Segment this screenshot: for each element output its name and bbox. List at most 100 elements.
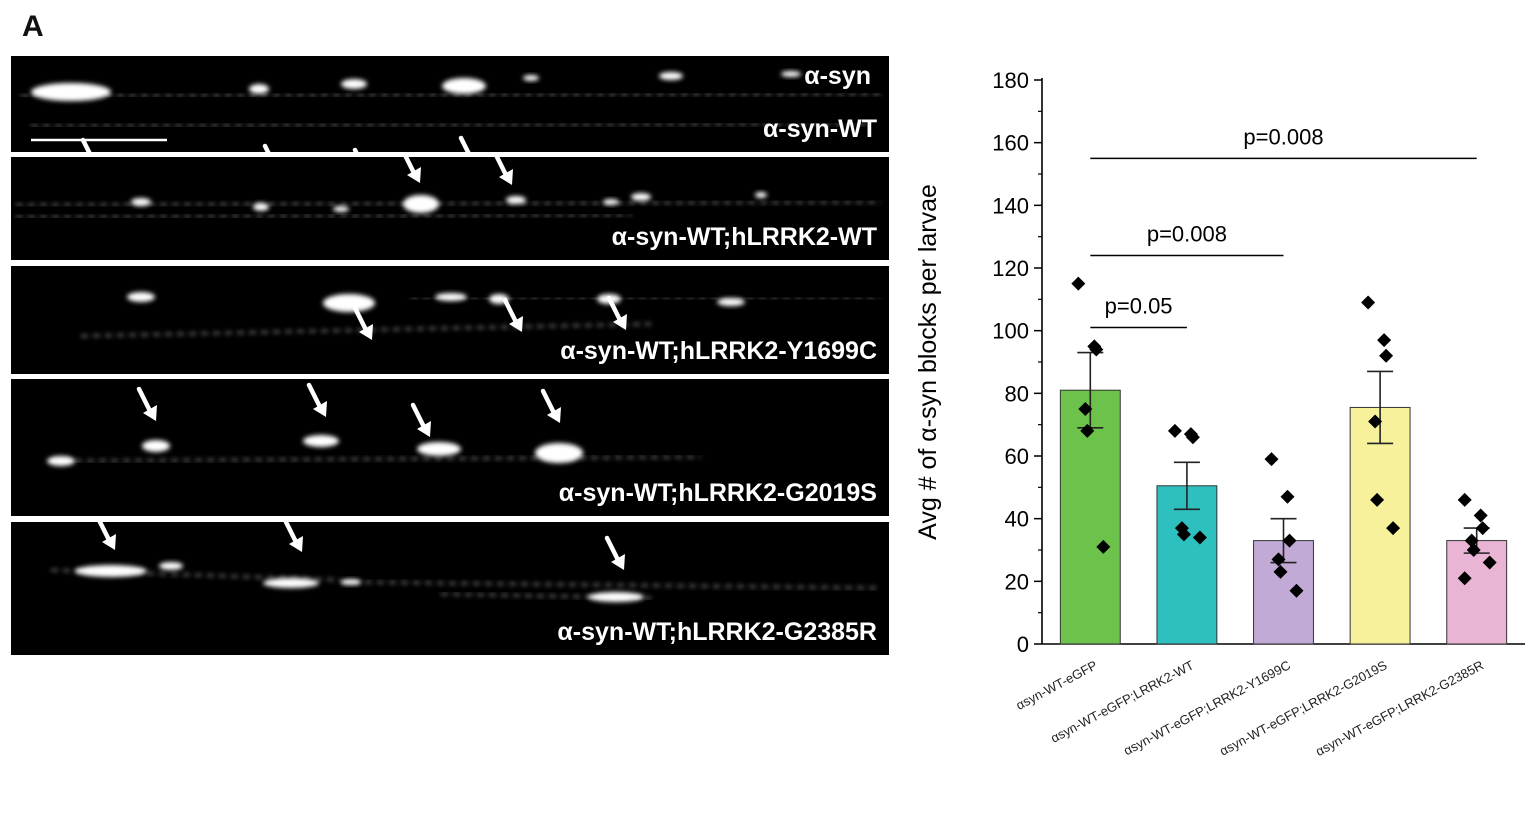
arrow-icon xyxy=(283,522,303,552)
data-point xyxy=(1078,402,1093,416)
data-point xyxy=(1473,508,1488,523)
arrow-icon xyxy=(352,305,373,340)
arrow-icon xyxy=(136,386,157,421)
micrograph-hlrrk2-wt: α-syn-WT;hLRRK2-WT xyxy=(11,157,889,260)
micrograph-image xyxy=(15,157,882,219)
arrow-icon xyxy=(502,297,523,332)
arrow-icon xyxy=(403,157,421,183)
data-point xyxy=(1457,492,1472,507)
data-point xyxy=(1167,423,1182,438)
axon-signal xyxy=(340,580,882,590)
significance-label: p=0.05 xyxy=(1105,294,1173,319)
arrow-icon xyxy=(604,535,625,570)
alpha-syn-block xyxy=(435,293,467,301)
data-point xyxy=(1282,533,1297,548)
data-point xyxy=(1386,521,1401,536)
micrograph-label: α-syn-WT;hLRRK2-Y1699C xyxy=(560,337,877,365)
alpha-syn-block xyxy=(341,579,361,585)
micrograph-hlrrk2-g2385r: α-syn-WT;hLRRK2-G2385R xyxy=(11,522,889,655)
bar xyxy=(1349,406,1411,645)
data-point xyxy=(1192,530,1207,545)
panel-letter: A xyxy=(22,10,44,43)
arrow-icon xyxy=(494,157,513,185)
axon-signal xyxy=(15,200,882,207)
data-point xyxy=(1482,555,1497,570)
bar xyxy=(1156,485,1218,645)
y-tick-label: 0 xyxy=(1017,632,1029,657)
x-tick-label: αsyn-WT-eGFP;LRRK2-Y1699C xyxy=(1121,657,1293,758)
x-tick-label: αsyn-WT-eGFP;LRRK2-G2385R xyxy=(1313,657,1486,759)
data-point xyxy=(1379,348,1394,363)
data-point xyxy=(1264,452,1279,467)
alpha-syn-block xyxy=(127,292,155,302)
alpha-syn-block xyxy=(781,71,801,77)
alpha-syn-block xyxy=(506,196,526,204)
alpha-syn-block xyxy=(403,195,439,213)
alpha-syn-block xyxy=(631,193,651,201)
arrow-icon xyxy=(540,388,561,423)
data-point xyxy=(1176,527,1191,542)
alpha-syn-block xyxy=(131,198,151,206)
data-point xyxy=(1368,414,1383,429)
alpha-syn-block xyxy=(717,298,745,306)
data-point xyxy=(1271,552,1286,567)
alpha-syn-block xyxy=(142,440,170,452)
alpha-syn-block xyxy=(341,79,367,89)
arrow-icon xyxy=(458,135,471,152)
y-tick-label: 60 xyxy=(1005,444,1029,469)
alpha-syn-block xyxy=(755,192,767,198)
data-point xyxy=(1464,533,1479,548)
micrograph-hlrrk2-y1699c: α-syn-WT;hLRRK2-Y1699C xyxy=(11,266,889,374)
alpha-syn-block xyxy=(323,294,375,312)
arrow-icon xyxy=(97,522,116,550)
arrow-icon xyxy=(410,402,431,437)
significance-label: p=0.008 xyxy=(1243,124,1323,149)
data-point xyxy=(1370,492,1385,507)
micrograph-image xyxy=(80,292,882,340)
arrow-icon xyxy=(606,295,627,330)
data-point xyxy=(1466,543,1481,557)
micrograph-label: α-syn-WT;hLRRK2-G2385R xyxy=(557,618,877,646)
micrograph-image xyxy=(47,382,702,466)
alpha-syn-block xyxy=(523,75,539,81)
significance-label: p=0.008 xyxy=(1147,221,1227,246)
data-point xyxy=(1273,564,1288,579)
axon-signal xyxy=(20,92,882,98)
data-point xyxy=(1361,295,1376,310)
micrograph-image xyxy=(20,71,882,152)
y-axis-label: Avg # of α-syn blocks per larvae xyxy=(914,184,942,540)
alpha-syn-block xyxy=(75,565,147,577)
alpha-syn-block xyxy=(535,443,583,463)
alpha-syn-block xyxy=(249,84,269,94)
axon-signal xyxy=(410,296,882,301)
data-point xyxy=(1071,276,1086,291)
alpha-syn-block xyxy=(263,578,319,588)
axon-signal xyxy=(50,455,702,463)
alpha-syn-block xyxy=(588,592,644,602)
micrograph-label: α-syn-WT;hLRRK2-G2019S xyxy=(558,479,877,507)
axon-signal xyxy=(15,213,632,219)
micrograph-label: α-syn-WT xyxy=(763,115,877,143)
alpha-syn-block xyxy=(253,203,269,211)
y-tick-label: 140 xyxy=(992,193,1029,218)
alpha-syn-block xyxy=(159,562,183,570)
channel-label: α-syn xyxy=(804,62,871,90)
arrow-icon xyxy=(352,147,359,152)
y-tick-label: 160 xyxy=(992,131,1029,156)
y-tick-label: 100 xyxy=(992,319,1029,344)
data-point xyxy=(1475,521,1490,536)
y-tick-label: 20 xyxy=(1005,569,1029,594)
alpha-syn-block xyxy=(417,442,461,456)
arrow-icon xyxy=(80,137,92,152)
y-tick-label: 120 xyxy=(992,256,1029,281)
data-point xyxy=(1457,571,1472,586)
bar-chart: 0 20 40 60 80 100 120 140 160 180 Avg # of α-syn b… xyxy=(914,68,1525,759)
x-tick-label: αsyn-WT-eGFP;LRRK2-G2019S xyxy=(1217,657,1390,758)
bar xyxy=(1446,540,1508,645)
arrow-icon xyxy=(306,382,327,417)
data-point xyxy=(1089,342,1104,357)
alpha-syn-block xyxy=(659,72,683,80)
data-point xyxy=(1377,333,1392,348)
data-point xyxy=(1096,539,1111,554)
micrograph-hlrrk2-g2019s: α-syn-WT;hLRRK2-G2019S xyxy=(11,379,889,516)
